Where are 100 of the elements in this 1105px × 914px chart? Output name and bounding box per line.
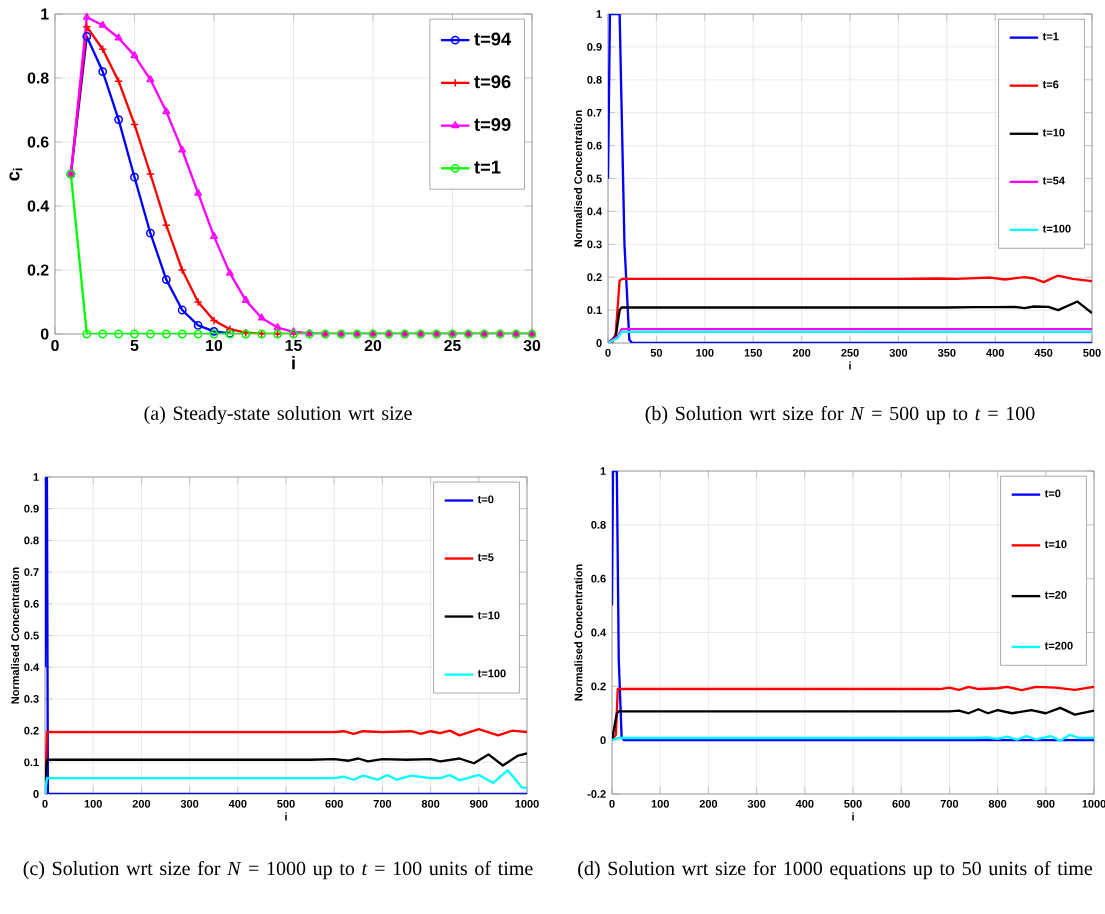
x-tick-label: 900 [1037,799,1055,808]
x-tick-label: 100 [651,799,669,808]
y-tick-label: -0.2 [587,790,606,798]
y-tick-label: 0.8 [27,72,49,84]
legend-label: t=99 [474,118,511,131]
x-tick-label: 25 [444,339,461,352]
y-tick-label: 0.6 [591,574,606,583]
legend-label: t=10 [477,611,500,620]
y-axis-title: Normalised Concentration [573,110,583,247]
text: (c) Solution wrt size for N = 1000 up to t = 100 units of time [23,860,533,880]
x-tick-label: 700 [373,799,392,808]
y-axis-title: c$_{i}$ [9,168,23,181]
legend-label: t=1 [1042,32,1059,41]
x-tick-label: 400 [986,348,1004,357]
x-tick-label: 300 [889,348,908,357]
x-tick-label: 15 [285,339,302,351]
y-tick-label: 0.2 [24,726,39,735]
y-tick-label: 0.3 [24,695,39,703]
legend-label: t=5 [477,553,494,562]
y-tick-label: 0.1 [24,758,39,767]
x-tick-label: 10 [206,339,223,352]
legend-label: t=54 [1042,176,1065,185]
y-tick-label: 0.2 [27,264,49,276]
x-tick-label: 1000 [1082,799,1105,808]
x-tick-label: 30 [523,339,541,352]
legend-label: t=10 [1042,128,1065,137]
x-tick-label: 5 [130,339,139,351]
legend-label: t=94 [474,32,512,46]
x-tick-label: 350 [937,348,956,357]
x-tick-label: 400 [795,799,814,808]
x-tick-label: 450 [1034,348,1053,357]
x-tick-label: 100 [696,348,714,357]
x-tick-label: 600 [325,799,343,808]
legend-label: t=20 [1044,591,1067,599]
x-axis-title: i [285,812,287,821]
y-tick-label: 0 [600,736,606,745]
y-tick-label: 0.7 [587,108,602,117]
y-tick-label: 1 [596,10,602,18]
x-tick-label: 20 [364,339,382,352]
x-tick-label: 250 [841,348,859,357]
y-tick-label: 0.4 [27,200,50,212]
legend-label: t=100 [477,669,506,678]
y-tick-label: 0.6 [24,599,39,608]
y-tick-label: 0.7 [24,568,39,576]
legend-label: t=96 [474,75,511,89]
x-tick-label: 200 [132,799,151,808]
x-axis-title: i [849,361,851,370]
y-tick-label: 0.6 [587,141,602,150]
x-tick-label: 50 [650,348,663,357]
x-tick-label: 500 [844,799,862,808]
legend-label: t=200 [1044,641,1073,650]
y-tick-label: 0.8 [587,75,602,84]
y-tick-label: 0.9 [587,43,602,51]
y-tick-label: 0.8 [24,536,39,545]
y-tick-label: 0.3 [587,240,602,249]
x-axis-title: i [852,812,854,821]
x-tick-label: 500 [1083,348,1101,357]
y-tick-label: 1 [33,473,39,481]
text: (a) Steady-state solution wrt size [144,405,412,425]
x-axis-title: i [292,355,295,370]
legend-label: t=0 [1044,489,1061,498]
y-axis-title: Normalised Concentration [574,564,583,701]
legend-label: t=100 [1042,224,1071,233]
y-tick-label: 0.5 [24,631,39,640]
x-tick-label: 800 [988,799,1007,808]
legend-label: t=6 [1042,80,1059,89]
x-tick-label: 0 [609,799,615,808]
y-tick-label: 0 [33,790,39,798]
y-tick-label: 0.4 [587,207,603,216]
x-tick-label: 200 [699,799,718,808]
x-tick-label: 900 [470,799,488,808]
y-tick-label: 0.2 [587,273,602,282]
y-tick-label: 0 [40,328,49,340]
x-tick-label: 100 [84,799,102,808]
x-tick-label: 300 [180,799,199,808]
y-tick-label: 0.1 [587,306,602,314]
text: (d) Solution wrt size for 1000 equations up to 50 units of time [578,860,1093,880]
y-tick-label: 0.4 [591,628,607,637]
y-tick-label: 0.9 [24,504,39,513]
y-tick-label: 0.5 [587,174,602,183]
x-tick-label: 300 [747,799,766,808]
y-tick-label: 1 [600,467,606,475]
text: (b) Solution wrt size for N = 500 up to t = 100 [645,405,1035,425]
x-tick-label: 1000 [515,799,539,808]
x-tick-label: 800 [421,799,440,808]
x-tick-label: 500 [277,799,295,808]
y-tick-label: 0.2 [591,682,606,691]
x-tick-label: 0 [51,339,59,352]
y-tick-label: 0.8 [591,520,606,529]
x-tick-label: 400 [228,799,247,808]
y-tick-label: 1 [41,8,49,20]
x-tick-label: 150 [744,348,762,357]
x-tick-label: 600 [892,799,910,808]
x-tick-label: 200 [792,348,811,357]
y-tick-label: 0.4 [24,663,40,672]
x-tick-label: 700 [940,799,959,808]
y-tick-label: 0.6 [27,136,49,148]
y-axis-title: Normalised Concentration [10,567,20,704]
legend-label: t=10 [1044,540,1067,549]
legend-label: t=1 [474,160,501,174]
